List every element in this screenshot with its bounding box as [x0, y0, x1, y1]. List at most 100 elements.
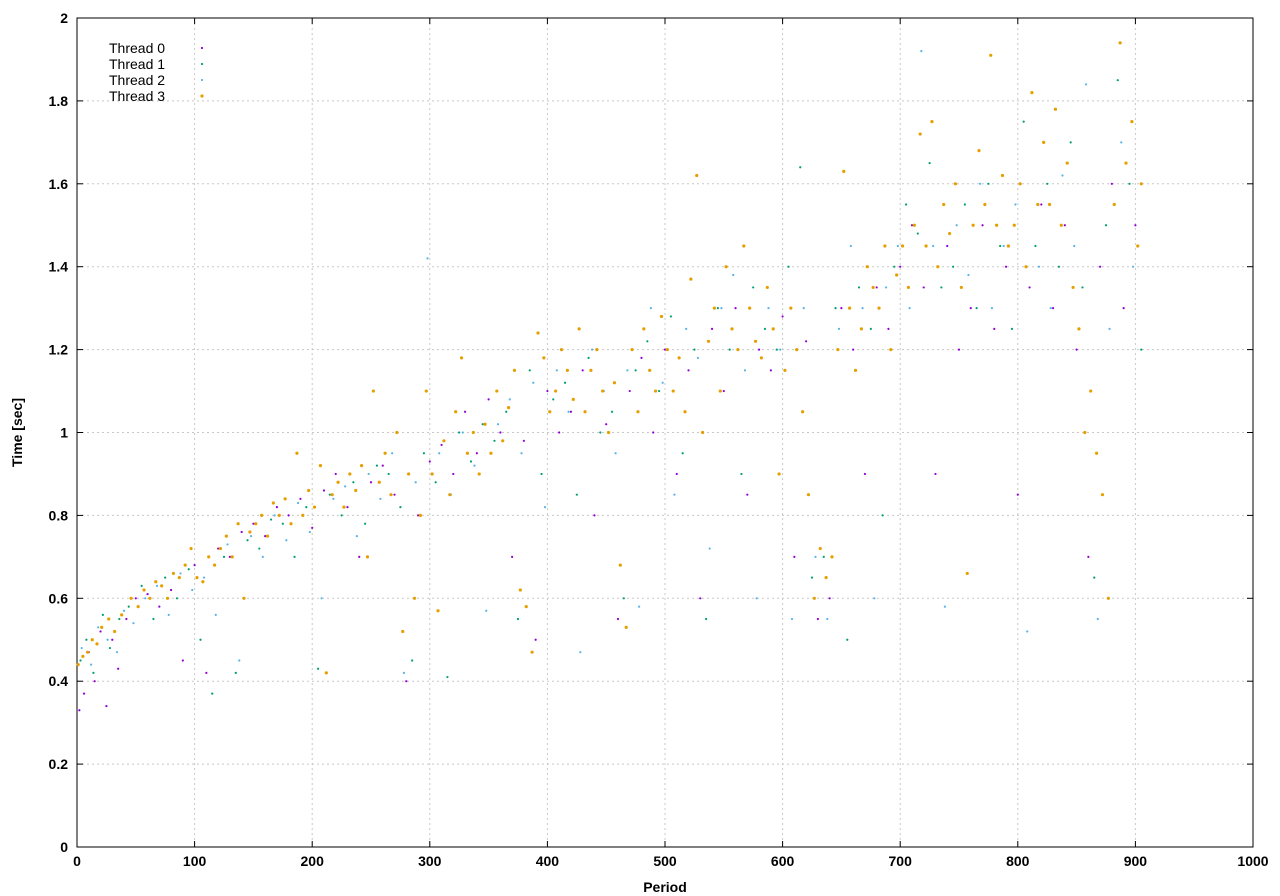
data-point	[1113, 203, 1116, 206]
data-point	[295, 452, 298, 455]
data-point	[429, 460, 431, 462]
data-point	[473, 465, 475, 467]
data-point	[905, 203, 907, 205]
data-point	[952, 266, 954, 268]
data-point	[389, 493, 392, 496]
data-point	[799, 166, 801, 168]
data-point	[819, 547, 822, 550]
data-point	[766, 286, 769, 289]
data-point	[861, 307, 863, 309]
data-point	[1058, 266, 1060, 268]
data-point	[923, 286, 925, 288]
data-point	[331, 493, 334, 496]
data-point	[895, 273, 898, 276]
data-point	[391, 452, 393, 454]
data-point	[605, 423, 607, 425]
data-point	[178, 576, 181, 579]
data-point	[682, 452, 684, 454]
data-point	[238, 659, 240, 661]
data-point	[407, 472, 410, 475]
data-point	[179, 572, 181, 574]
data-point	[966, 572, 969, 575]
data-point	[564, 382, 566, 384]
data-point	[795, 348, 798, 351]
data-point	[626, 369, 628, 371]
data-point	[476, 452, 478, 454]
data-point	[1005, 266, 1007, 268]
data-point	[211, 693, 213, 695]
data-point	[254, 522, 257, 525]
data-point	[83, 693, 85, 695]
data-point	[511, 556, 513, 558]
data-point	[617, 618, 619, 620]
data-point	[666, 348, 669, 351]
data-point	[118, 618, 120, 620]
data-point	[740, 473, 742, 475]
data-point	[166, 597, 169, 600]
data-point	[246, 539, 248, 541]
data-point	[403, 672, 405, 674]
data-point	[615, 452, 617, 454]
data-point	[426, 257, 428, 259]
data-point	[732, 274, 734, 276]
data-point	[944, 605, 946, 607]
x-tick-label: 700	[889, 853, 913, 869]
data-point	[1105, 224, 1107, 226]
x-tick-label: 1000	[1237, 853, 1268, 869]
data-point	[913, 224, 916, 227]
data-point	[705, 618, 707, 620]
data-point	[999, 245, 1001, 247]
data-point	[1130, 120, 1133, 123]
data-point	[366, 555, 369, 558]
data-point	[419, 514, 422, 517]
data-point	[813, 597, 816, 600]
data-point	[660, 315, 663, 318]
data-point	[509, 398, 511, 400]
data-point	[276, 506, 278, 508]
data-point	[520, 452, 522, 454]
x-tick-label: 500	[653, 853, 677, 869]
data-point	[250, 535, 252, 537]
data-point	[1038, 266, 1040, 268]
data-point	[1123, 307, 1125, 309]
data-point	[858, 286, 860, 288]
data-point	[152, 618, 154, 620]
data-point	[225, 535, 228, 538]
data-point	[411, 659, 413, 661]
data-point	[438, 452, 440, 454]
series-2	[81, 50, 1135, 674]
data-point	[1014, 203, 1016, 205]
data-point	[223, 556, 225, 558]
data-point	[1061, 174, 1063, 176]
data-point	[342, 506, 345, 509]
data-point	[346, 506, 348, 508]
data-point	[120, 613, 123, 616]
data-point	[525, 605, 528, 608]
data-point	[297, 502, 299, 504]
data-point	[313, 506, 316, 509]
data-point	[462, 431, 464, 433]
data-point	[640, 357, 642, 359]
data-point	[834, 307, 836, 309]
data-point	[195, 576, 198, 579]
data-point	[807, 493, 810, 496]
data-point	[976, 307, 978, 309]
data-point	[458, 431, 460, 433]
data-point	[102, 614, 104, 616]
data-point	[587, 357, 589, 359]
data-point	[106, 639, 108, 641]
data-point	[260, 514, 263, 517]
data-point	[803, 307, 805, 309]
data-point	[266, 535, 269, 538]
data-point	[1101, 493, 1104, 496]
data-point	[141, 585, 143, 587]
data-point	[235, 672, 237, 674]
data-point	[789, 307, 792, 310]
y-tick-label: 0	[60, 839, 68, 855]
data-point	[901, 244, 904, 247]
data-point	[1048, 203, 1051, 206]
data-point	[593, 514, 595, 516]
data-point	[842, 170, 845, 173]
data-point	[697, 357, 699, 359]
data-point	[946, 245, 948, 247]
